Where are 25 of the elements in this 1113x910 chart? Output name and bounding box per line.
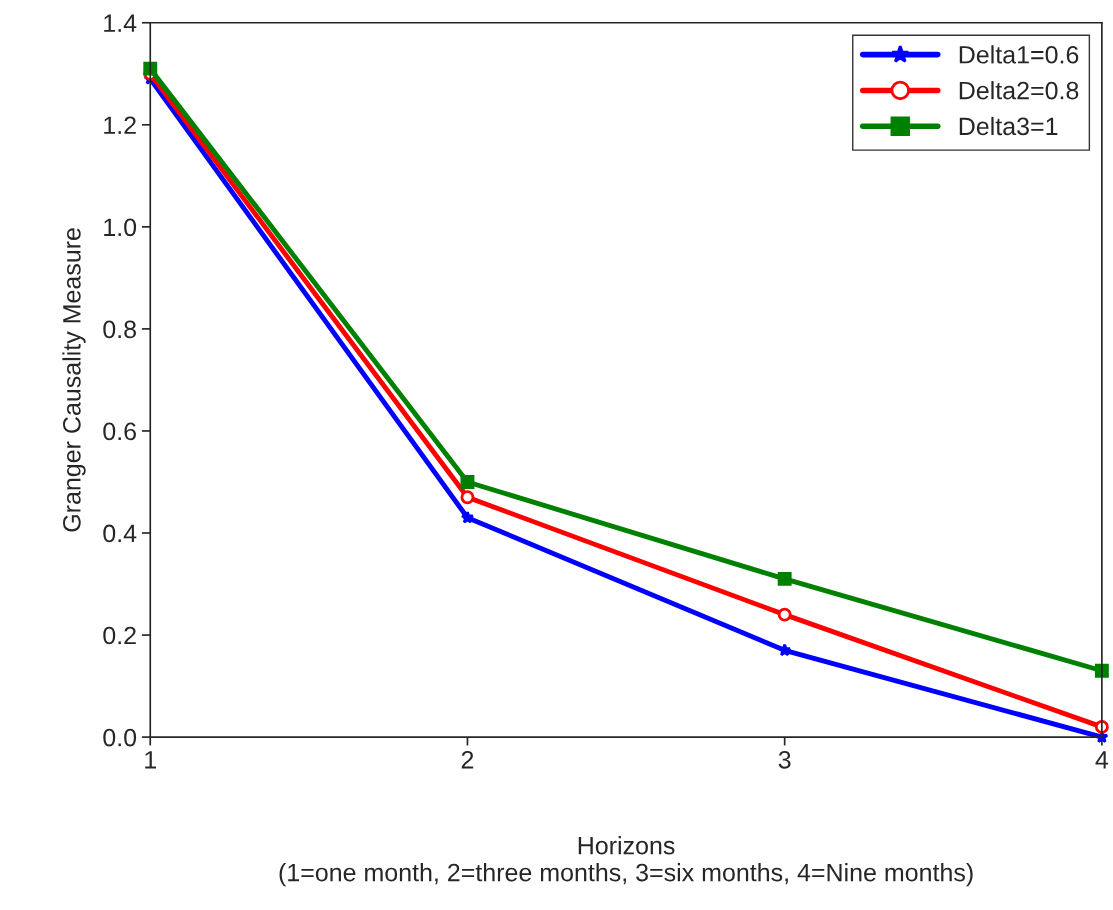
y-tick-label: 1.0 bbox=[104, 218, 137, 237]
y-tick-label: 0.8 bbox=[103, 320, 136, 339]
point bbox=[777, 643, 792, 657]
x-tick-label: 2 bbox=[461, 750, 474, 769]
x-tick-label: 1 bbox=[145, 751, 156, 769]
legend-label: Delta1=0.6 bbox=[959, 45, 1079, 64]
point bbox=[460, 475, 475, 489]
y-tick-label: 1.4 bbox=[104, 14, 137, 32]
x-tick-label: 4 bbox=[1095, 751, 1109, 769]
legend-label: Delta2=0.8 bbox=[959, 81, 1079, 100]
y-tick-label: 0.4 bbox=[103, 524, 137, 543]
y-tick-label: 0.6 bbox=[103, 422, 136, 441]
point bbox=[460, 490, 475, 505]
y-tick-label: 0.2 bbox=[103, 626, 136, 645]
point bbox=[460, 510, 475, 524]
legend-label: Delta3=1 bbox=[959, 116, 1058, 136]
y-tick-label: 1.2 bbox=[104, 116, 136, 134]
point bbox=[143, 61, 158, 76]
point bbox=[777, 571, 792, 586]
x-tick-label: 3 bbox=[778, 750, 791, 769]
point bbox=[1094, 663, 1109, 678]
y-tick-label: 0.0 bbox=[103, 728, 137, 747]
x-axis-title: Horizons (1=one month, 2=three months, 3=six months, 4=Nine months) bbox=[279, 836, 973, 887]
y-axis-title: Granger Causality Measure bbox=[62, 228, 86, 532]
point bbox=[777, 607, 792, 622]
